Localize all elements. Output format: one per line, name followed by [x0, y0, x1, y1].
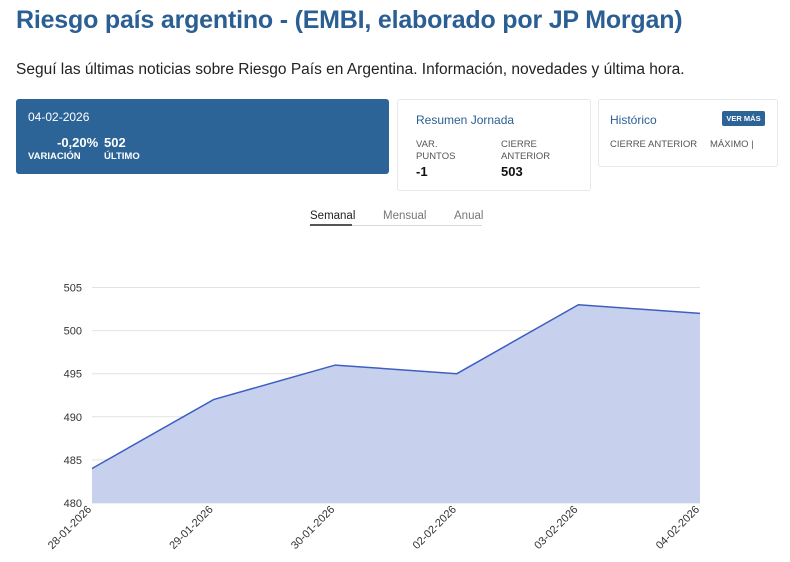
session-card-title: Resumen Jornada — [416, 113, 515, 127]
summary-date: 04-02-2026 — [28, 110, 90, 124]
summary-card: 04-02-2026 -0,20% VARIACIÓN 502 ÚLTIMO — [16, 99, 389, 174]
points-label-line2: PUNTOS — [416, 151, 456, 162]
x-tick-label: 03-02-2026 — [532, 504, 580, 552]
page-subtitle: Seguí las últimas noticias sobre Riesgo … — [16, 61, 685, 78]
y-tick-label: 500 — [64, 326, 82, 338]
x-tick-label: 30-01-2026 — [289, 504, 337, 552]
variation-value: -0,20% — [57, 135, 99, 150]
history-card-title: Histórico — [610, 113, 657, 127]
points-value: -1 — [416, 164, 428, 179]
y-tick-label: 495 — [64, 369, 82, 381]
x-tick-label: 28-01-2026 — [46, 504, 94, 552]
last-label: ÚLTIMO — [104, 151, 140, 162]
prev-close-label-line2: ANTERIOR — [501, 151, 551, 162]
prev-close-value: 503 — [501, 164, 523, 179]
x-tick-label: 04-02-2026 — [654, 504, 702, 552]
tab-yearly[interactable]: Anual — [454, 210, 484, 222]
see-more-button[interactable]: VER MÁS — [722, 111, 765, 126]
chart-area-fill — [92, 304, 700, 503]
tab-monthly[interactable]: Mensual — [383, 210, 427, 222]
x-tick-label: 29-01-2026 — [167, 504, 215, 552]
y-tick-label: 485 — [64, 455, 82, 467]
points-label-line1: VAR. — [416, 139, 438, 150]
period-tabs: Semanal Mensual Anual — [310, 210, 484, 226]
chart-series-line — [91, 303, 701, 470]
y-tick-label: 490 — [64, 412, 82, 424]
tab-weekly[interactable]: Semanal — [310, 210, 356, 222]
y-tick-label: 505 — [64, 283, 82, 295]
last-value: 502 — [104, 135, 126, 150]
variation-label: VARIACIÓN — [28, 151, 81, 162]
session-summary-card: Resumen Jornada VAR. PUNTOS -1 CIERRE AN… — [397, 99, 591, 191]
history-max-label: MÁXIMO | — [710, 139, 754, 150]
page-title: Riesgo país argentino - (EMBI, elaborado… — [16, 6, 683, 34]
y-tick-label: 480 — [64, 498, 82, 510]
active-tab-underline — [310, 224, 352, 226]
history-prev-close-label: CIERRE ANTERIOR — [610, 139, 698, 150]
prev-close-label-line1: CIERRE — [501, 139, 537, 150]
x-tick-label: 02-02-2026 — [411, 504, 459, 552]
history-card: Histórico VER MÁS CIERRE ANTERIOR MÁXIMO… — [598, 99, 778, 167]
